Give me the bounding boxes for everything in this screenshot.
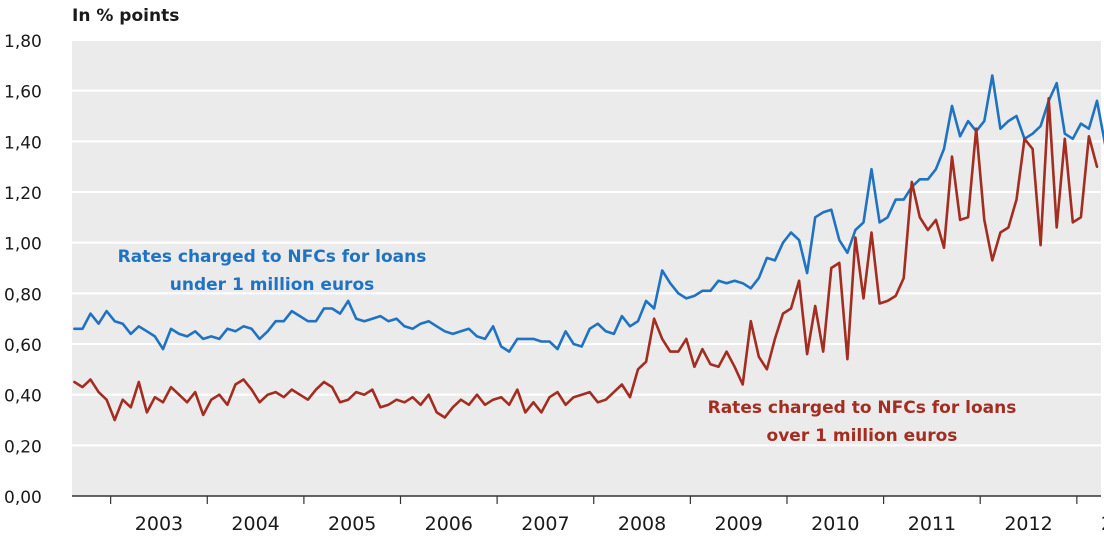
x-tick-label: 2010: [811, 513, 859, 535]
grid-lines: [72, 39, 1101, 497]
series-annotation-under-1m: Rates charged to NFCs for loans: [118, 247, 427, 267]
x-tick-label: 2007: [521, 513, 569, 535]
series-annotation-over-1m: over 1 million euros: [767, 426, 958, 446]
series-annotation-under-1m: under 1 million euros: [170, 275, 375, 295]
y-tick-label: 1,80: [4, 32, 42, 52]
series-annotation-over-1m: Rates charged to NFCs for loans: [708, 398, 1017, 418]
x-tick-label: 2011: [908, 513, 956, 535]
x-tick-label: 2008: [618, 513, 666, 535]
y-axis-unit-label: In % points: [72, 6, 180, 26]
x-tick-label: 2012: [1004, 513, 1052, 535]
y-tick-label: 0,40: [4, 387, 42, 407]
series-lines: [73, 74, 1104, 422]
y-axis-ticks: 0,00 0,20 0,40 0,60 0,80 1,00 1,20 1,40 1,60 1,80: [4, 32, 42, 508]
x-tick-label: 2004: [231, 513, 279, 535]
x-axis-ticks: 2003 2004 2005 2006 2007 2008 2009 2010 2011 2012…: [110, 496, 1104, 535]
y-tick-label: 1,40: [4, 133, 42, 153]
y-tick-label: 1,20: [4, 184, 42, 204]
y-tick-label: 0,20: [4, 437, 42, 457]
y-tick-label: 0,00: [4, 488, 42, 508]
series-annotations: Rates charged to NFCs for loans under 1 m…: [118, 247, 1017, 446]
plot-background: [72, 40, 1101, 496]
series-line-under-1m: [73, 74, 1104, 353]
x-tick-label: 2009: [714, 513, 762, 535]
y-tick-label: 0,60: [4, 336, 42, 356]
x-tick-label: 2006: [425, 513, 473, 535]
x-tick-label: 2005: [328, 513, 376, 535]
y-tick-label: 0,80: [4, 285, 42, 305]
y-tick-label: 1,00: [4, 235, 42, 255]
series-line-over-1m: [73, 97, 1099, 422]
y-tick-label: 1,60: [4, 83, 42, 103]
x-tick-label: 2003: [135, 513, 183, 535]
x-tick-label: 2013: [1101, 513, 1104, 535]
